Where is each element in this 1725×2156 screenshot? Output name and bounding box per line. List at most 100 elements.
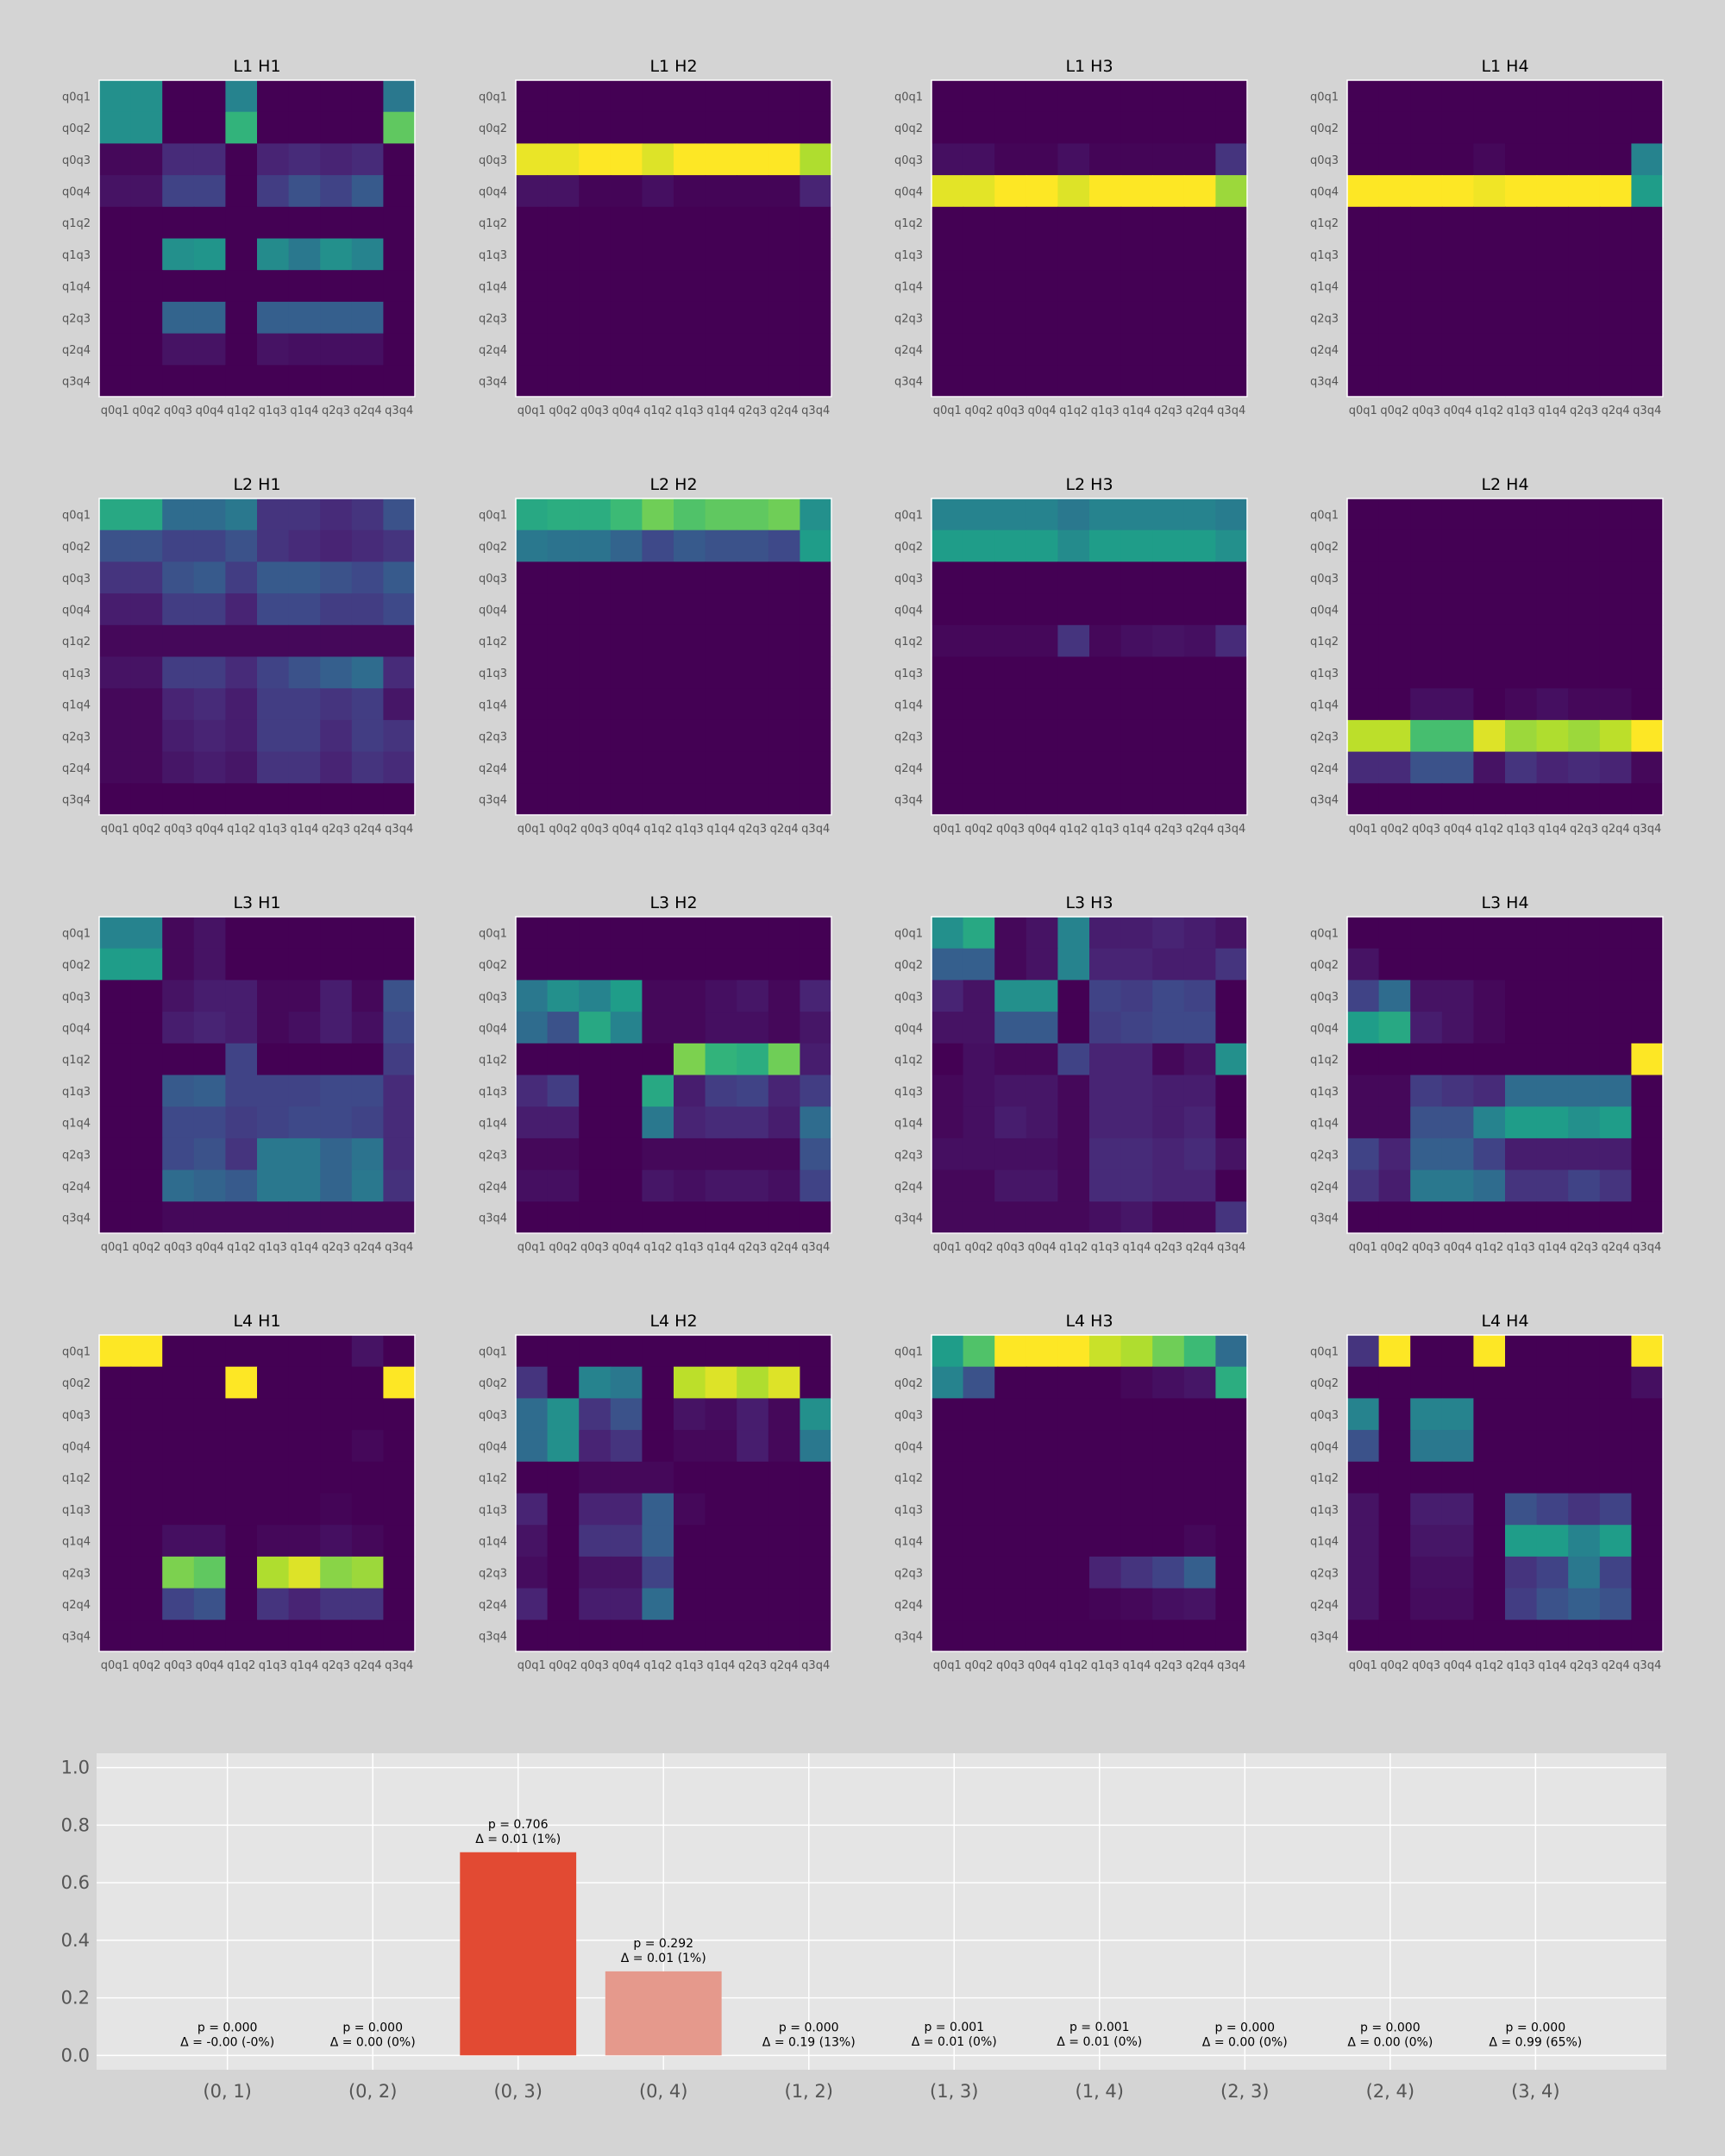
heatmap-title: L2 H1 xyxy=(233,475,280,494)
y-tick-label: q0q3 xyxy=(479,1409,507,1422)
heatmap-cell xyxy=(1505,1138,1538,1171)
heatmap-cell xyxy=(1410,783,1443,816)
heatmap-cell xyxy=(162,1012,195,1044)
heatmap-cell xyxy=(610,270,643,303)
heatmap-cell xyxy=(383,688,416,721)
heatmap-cell xyxy=(288,1461,321,1495)
heatmap-cell xyxy=(257,175,290,208)
heatmap-cell xyxy=(1152,80,1185,113)
heatmap-cell xyxy=(1183,1012,1216,1044)
heatmap-cell xyxy=(1536,917,1569,950)
x-tick-label: q2q4 xyxy=(1602,823,1630,836)
y-tick-label: q0q2 xyxy=(1310,122,1339,135)
heatmap-cell xyxy=(193,143,226,176)
x-tick-label: (0, 1) xyxy=(203,2081,251,2102)
heatmap-cell xyxy=(1378,719,1411,753)
y-tick-label: q1q4 xyxy=(479,281,507,294)
heatmap-cell xyxy=(642,1335,674,1368)
heatmap-cell xyxy=(516,111,549,144)
heatmap-cell xyxy=(1183,238,1216,271)
heatmap-cell xyxy=(963,1106,995,1139)
heatmap-cell xyxy=(1089,1201,1122,1234)
heatmap-cell xyxy=(257,1169,290,1202)
heatmap-cell xyxy=(516,1398,549,1431)
heatmap-cell xyxy=(1089,751,1122,784)
x-tick-label: q1q2 xyxy=(643,823,672,836)
heatmap-cell xyxy=(162,301,195,335)
heatmap-cell xyxy=(351,143,384,176)
heatmap-cell xyxy=(383,624,416,658)
heatmap-cell xyxy=(800,719,832,753)
heatmap-cell xyxy=(737,1335,769,1368)
bar xyxy=(460,1852,577,2056)
x-tick-label: q0q4 xyxy=(612,404,641,417)
heatmap-cell xyxy=(1441,80,1474,113)
y-tick-label: q3q4 xyxy=(479,1631,507,1644)
x-tick-label: q0q2 xyxy=(549,404,577,417)
heatmap-cell xyxy=(1505,593,1538,626)
heatmap-cell xyxy=(579,206,612,240)
heatmap-cell xyxy=(99,948,132,981)
heatmap-cell xyxy=(610,1201,643,1234)
heatmap-cell xyxy=(963,498,995,531)
y-tick-label: q0q4 xyxy=(1310,1022,1339,1035)
heatmap-cell xyxy=(994,206,1027,240)
heatmap-cell xyxy=(351,1461,384,1495)
heatmap-cell xyxy=(1152,593,1185,626)
heatmap-cell xyxy=(225,238,258,271)
heatmap-cell xyxy=(1152,1043,1185,1076)
heatmap-cell xyxy=(130,1012,163,1044)
heatmap-cell xyxy=(737,1525,769,1557)
heatmap-cell xyxy=(1505,530,1538,562)
heatmap-cell xyxy=(1215,301,1248,335)
heatmap-cell xyxy=(963,270,995,303)
heatmap-cell xyxy=(225,656,258,689)
heatmap-cell xyxy=(288,719,321,753)
heatmap-cell xyxy=(193,656,226,689)
heatmap-cell xyxy=(225,624,258,658)
heatmap-cell xyxy=(1089,111,1122,144)
bar-annotation-delta: Δ = -0.00 (-0%) xyxy=(180,2035,274,2049)
heatmap-cell xyxy=(994,333,1027,366)
heatmap-cell xyxy=(257,783,290,816)
heatmap-cell xyxy=(383,111,416,144)
x-tick-label: q2q3 xyxy=(322,1659,350,1672)
heatmap-cell xyxy=(383,530,416,562)
heatmap-cell xyxy=(1410,270,1443,303)
heatmap-cell xyxy=(225,333,258,366)
y-tick-label: q1q3 xyxy=(62,667,91,680)
heatmap-cell xyxy=(320,1588,353,1620)
heatmap-cell xyxy=(516,783,549,816)
x-tick-label: q1q2 xyxy=(227,1659,255,1672)
heatmap-cell xyxy=(193,1138,226,1171)
x-tick-label: q2q4 xyxy=(770,1241,799,1254)
heatmap-cell xyxy=(800,143,832,176)
y-tick-label: q1q2 xyxy=(1310,636,1339,649)
heatmap-cell xyxy=(1026,561,1058,594)
heatmap-cell xyxy=(579,175,612,208)
heatmap-cell xyxy=(1026,1461,1058,1495)
heatmap-cell xyxy=(1441,1169,1474,1202)
heatmap-cell xyxy=(351,301,384,335)
heatmap-cell xyxy=(383,270,416,303)
heatmap-cell xyxy=(642,783,674,816)
heatmap-cell xyxy=(1599,301,1632,335)
heatmap-cell xyxy=(800,1398,832,1431)
heatmap-cell xyxy=(1536,238,1569,271)
heatmap-cell xyxy=(963,1525,995,1557)
x-tick-label: q0q1 xyxy=(101,823,129,836)
heatmap-cell xyxy=(288,1106,321,1139)
heatmap-cell xyxy=(547,301,580,335)
heatmap-cell xyxy=(1378,688,1411,721)
heatmap-cell xyxy=(1347,948,1380,981)
heatmap-cell xyxy=(1057,751,1090,784)
heatmap-cell xyxy=(1568,206,1601,240)
heatmap-cell xyxy=(610,561,643,594)
heatmap-cell xyxy=(674,1430,706,1463)
bar-annotation-delta: Δ = 0.01 (1%) xyxy=(475,1833,561,1846)
heatmap-cell xyxy=(193,751,226,784)
heatmap-cell xyxy=(193,593,226,626)
heatmap-cell xyxy=(705,561,737,594)
heatmap-cell xyxy=(320,1075,353,1107)
heatmap-cell xyxy=(994,593,1027,626)
